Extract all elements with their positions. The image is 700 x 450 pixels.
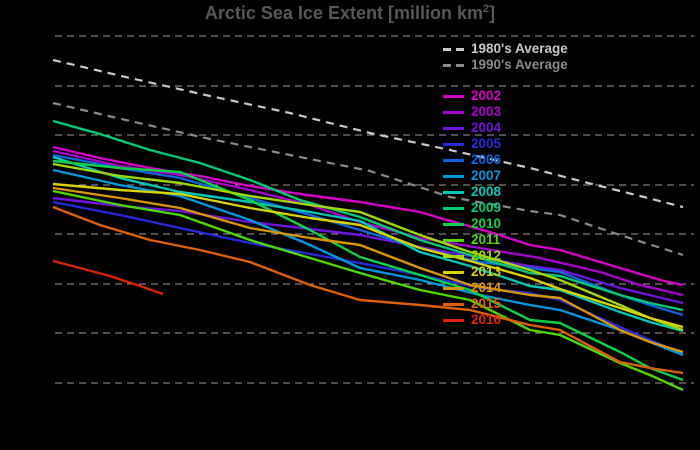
legend-dashed-line-swatch: [443, 47, 464, 51]
legend-line-swatch: [443, 238, 464, 242]
legend-label: 2014: [471, 280, 502, 295]
chart-title-text: Arctic Sea Ice Extent [million km: [204, 3, 483, 23]
legend: 1980's Average 1990's Average 2002 2003 200…: [443, 41, 568, 328]
legend-item-1980s-average: 1980's Average: [443, 41, 568, 57]
legend-line-swatch: [443, 254, 464, 258]
legend-line-swatch: [443, 206, 464, 210]
legend-label: 2016: [471, 312, 502, 327]
legend-item-2014: 2014: [443, 280, 568, 296]
legend-label: 1990's Average: [471, 57, 568, 72]
series-line-2010: [52, 159, 684, 382]
legend-item-2015: 2015: [443, 296, 568, 312]
legend-label: 1980's Average: [471, 41, 568, 56]
legend-item-2011: 2011: [443, 232, 568, 248]
legend-line-swatch: [443, 318, 464, 322]
legend-item-2016: 2016: [443, 312, 568, 328]
series-line-2015: [52, 205, 684, 375]
legend-label: 2007: [471, 168, 502, 183]
legend-item-2006: 2006: [443, 152, 568, 168]
legend-item-2004: 2004: [443, 120, 568, 136]
legend-label: 2002: [471, 88, 502, 103]
legend-line-swatch: [443, 142, 464, 146]
legend-label: 2006: [471, 152, 502, 167]
series-line-2008: [52, 155, 684, 333]
legend-label: 2013: [471, 264, 502, 279]
legend-line-swatch: [443, 110, 464, 114]
legend-item-2010: 2010: [443, 216, 568, 232]
legend-line-swatch: [443, 158, 464, 162]
series-line-1990saverage: [52, 101, 684, 257]
legend-label: 2012: [471, 248, 502, 263]
legend-label: 2011: [471, 232, 501, 247]
legend-item-2012: 2012: [443, 248, 568, 264]
legend-item-2009: 2009: [443, 200, 568, 216]
legend-group-years: 2002 2003 2004 2005 2006 2007 2008 2009 2010 2011…: [443, 88, 568, 328]
legend-group-averages: 1980's Average 1990's Average: [443, 41, 568, 73]
legend-line-swatch: [443, 190, 464, 194]
legend-item-2002: 2002: [443, 88, 568, 104]
series-line-2003: [52, 149, 684, 297]
legend-line-swatch: [443, 126, 464, 130]
legend-label: 2005: [471, 136, 502, 151]
legend-item-2008: 2008: [443, 184, 568, 200]
legend-label: 2008: [471, 184, 502, 199]
chart-title-superscript: 2: [482, 3, 490, 15]
legend-item-2005: 2005: [443, 136, 568, 152]
series-line-2009: [52, 119, 684, 312]
series-line-2014: [52, 186, 684, 354]
legend-label: 2010: [471, 216, 502, 231]
legend-line-swatch: [443, 222, 464, 226]
legend-dashed-line-swatch: [443, 63, 464, 67]
series-line-2016: [52, 259, 164, 296]
series-line-2012: [52, 162, 684, 332]
chart-title: Arctic Sea Ice Extent [million km2]: [0, 3, 700, 24]
chart-title-suffix: ]: [489, 3, 496, 23]
legend-label: 2015: [471, 296, 502, 311]
series-line-1980saverage: [52, 58, 684, 209]
legend-label: 2003: [471, 104, 502, 119]
legend-line-swatch: [443, 286, 464, 290]
legend-line-swatch: [443, 302, 464, 306]
legend-item-2003: 2003: [443, 104, 568, 120]
series-line-2013: [52, 182, 684, 329]
legend-label: 2004: [471, 120, 502, 135]
legend-line-swatch: [443, 174, 464, 178]
series-line-2007: [52, 168, 684, 357]
legend-item-2013: 2013: [443, 264, 568, 280]
legend-line-swatch: [443, 270, 464, 274]
legend-item-2007: 2007: [443, 168, 568, 184]
legend-label: 2009: [471, 200, 502, 215]
legend-item-1990s-average: 1990's Average: [443, 57, 568, 73]
legend-line-swatch: [443, 94, 464, 98]
series-line-2004: [52, 196, 684, 305]
